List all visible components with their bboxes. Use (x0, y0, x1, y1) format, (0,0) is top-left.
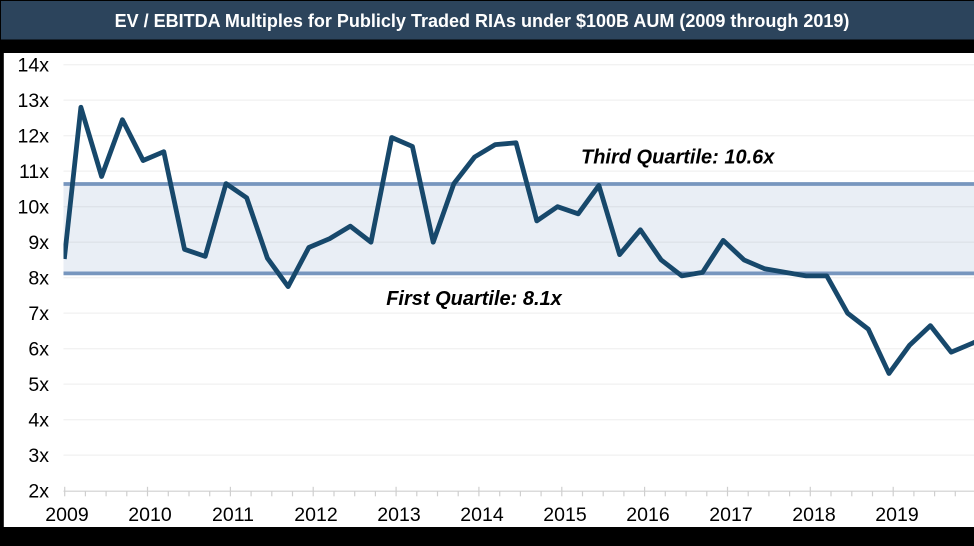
svg-text:7x: 7x (28, 303, 49, 325)
svg-text:6x: 6x (28, 338, 49, 360)
svg-text:2011: 2011 (212, 504, 254, 526)
svg-text:EV / EBITDA Multiples for Publ: EV / EBITDA Multiples for Publicly Trade… (115, 11, 850, 31)
svg-text:2013: 2013 (377, 504, 420, 526)
svg-text:2018: 2018 (792, 504, 835, 526)
svg-text:2015: 2015 (543, 504, 587, 526)
svg-text:3x: 3x (28, 445, 49, 467)
svg-text:2010: 2010 (128, 504, 172, 526)
svg-text:9x: 9x (28, 232, 49, 254)
svg-text:2x: 2x (28, 480, 49, 502)
svg-text:14x: 14x (18, 54, 50, 76)
svg-text:8x: 8x (28, 267, 49, 289)
svg-text:2009: 2009 (45, 504, 88, 526)
svg-text:5x: 5x (28, 374, 49, 396)
svg-text:2012: 2012 (294, 504, 337, 526)
svg-text:4x: 4x (28, 409, 49, 431)
svg-text:First Quartile: 8.1x: First Quartile: 8.1x (386, 288, 562, 310)
svg-text:2016: 2016 (626, 504, 669, 526)
svg-text:Third Quartile: 10.6x: Third Quartile: 10.6x (581, 147, 775, 169)
svg-text:12x: 12x (18, 125, 50, 147)
svg-text:11x: 11x (19, 161, 49, 183)
svg-text:10x: 10x (18, 196, 50, 218)
svg-text:2014: 2014 (460, 504, 504, 526)
svg-text:2019: 2019 (875, 504, 918, 526)
svg-text:2017: 2017 (709, 504, 752, 526)
svg-text:13x: 13x (18, 90, 50, 112)
